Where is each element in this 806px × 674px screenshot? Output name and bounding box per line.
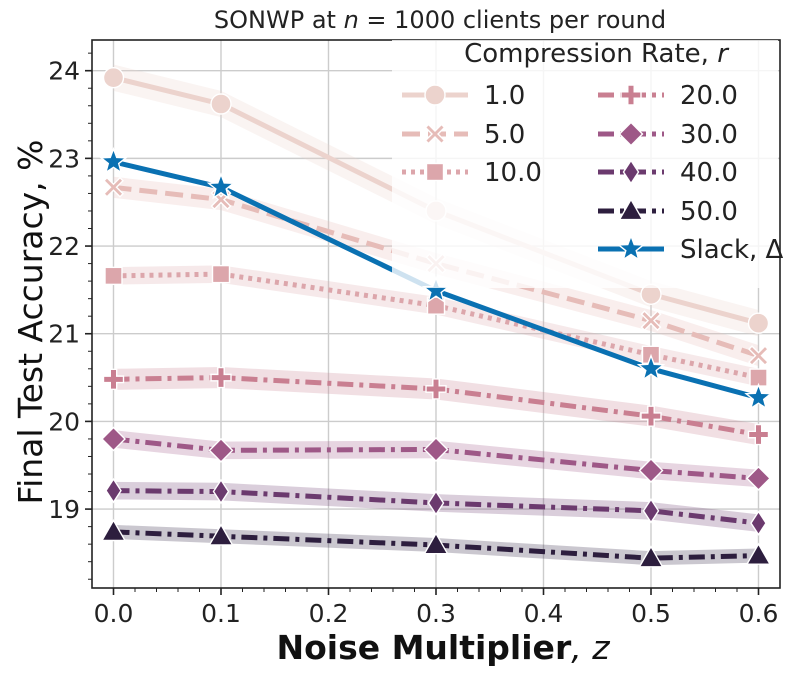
point-series-4 xyxy=(746,465,771,491)
legend-label: 40.0 xyxy=(680,158,738,188)
legend-marker-6 xyxy=(618,198,644,221)
point-series-2 xyxy=(104,266,123,286)
point-series-3 xyxy=(640,405,662,427)
point-series-6 xyxy=(100,518,127,542)
point-series-6 xyxy=(638,545,664,568)
point-series-0 xyxy=(210,93,232,115)
x-axis-label: Noise Multiplier, z xyxy=(276,628,610,667)
point-series-7 xyxy=(206,172,236,200)
point-series-3 xyxy=(747,423,770,446)
point-series-5 xyxy=(427,490,445,516)
axes: 0.0 0.1 0.2 0.3 0.4 0.5 0.6 19 20 21 22 23 24 xyxy=(48,39,781,628)
legend-marker-1 xyxy=(424,123,446,145)
legend-label: 20.0 xyxy=(680,81,738,111)
x-tick-label: 0.5 xyxy=(631,599,671,628)
band-series-3 xyxy=(113,367,759,446)
point-series-3 xyxy=(210,366,232,389)
point-series-1 xyxy=(103,176,124,198)
chart-title: SONWP at n = 1000 clients per round xyxy=(214,6,666,34)
legend: Compression Rate, r 1.0 5.0 10.0 20.0 30.0 40.… xyxy=(392,39,784,288)
x-tick-label: 0.1 xyxy=(201,599,241,628)
band-series-2 xyxy=(113,265,759,387)
legend-label: Slack, Δ xyxy=(680,235,784,265)
legend-label: 10.0 xyxy=(484,158,542,188)
legend-label: 30.0 xyxy=(680,120,738,150)
x-tick-label: 0.4 xyxy=(524,599,564,628)
legend-label: 1.0 xyxy=(484,81,525,111)
legend-box xyxy=(392,40,778,288)
point-series-6 xyxy=(745,542,772,565)
point-series-3 xyxy=(425,378,447,400)
point-series-4 xyxy=(208,437,234,463)
legend-marker-0 xyxy=(424,84,446,106)
x-tick-label: 0.2 xyxy=(309,599,349,628)
point-series-4 xyxy=(638,458,664,483)
point-series-5 xyxy=(212,478,230,505)
point-series-1 xyxy=(640,310,662,332)
legend-label: 50.0 xyxy=(680,197,738,227)
point-series-5 xyxy=(750,510,767,536)
legend-marker-5 xyxy=(622,159,640,185)
point-series-2 xyxy=(426,296,446,315)
point-series-7 xyxy=(99,146,128,175)
point-series-0 xyxy=(747,312,770,334)
y-tick-label: 24 xyxy=(48,57,80,86)
x-tick-label: 0.6 xyxy=(739,599,779,628)
point-series-7 xyxy=(744,382,773,410)
legend-marker-2 xyxy=(425,162,445,182)
point-series-1 xyxy=(748,345,769,367)
point-series-4 xyxy=(101,426,126,452)
legend-label: 5.0 xyxy=(484,120,525,150)
legend-marker-3 xyxy=(620,84,642,106)
point-series-2 xyxy=(211,264,231,284)
point-series-4 xyxy=(423,436,449,462)
legend-marker-7 xyxy=(616,234,646,262)
y-tick-label: 21 xyxy=(48,320,80,349)
y-tick-label: 19 xyxy=(48,495,80,524)
series-markers xyxy=(99,67,773,568)
point-series-6 xyxy=(208,523,234,546)
y-axis-label: Final Test Accuracy, % xyxy=(11,139,50,504)
point-series-5 xyxy=(105,477,122,504)
point-series-5 xyxy=(642,498,660,524)
point-series-0 xyxy=(102,67,125,89)
legend-marker-4 xyxy=(618,121,644,147)
band-series-4 xyxy=(113,430,759,488)
point-series-6 xyxy=(423,532,449,555)
point-series-3 xyxy=(102,368,125,391)
y-tick-label: 23 xyxy=(48,144,80,173)
point-series-7 xyxy=(636,353,666,381)
y-tick-label: 22 xyxy=(48,232,80,261)
legend-title: Compression Rate, r xyxy=(464,39,730,69)
y-tick-label: 20 xyxy=(48,407,80,436)
x-tick-label: 0.3 xyxy=(416,599,456,628)
x-tick-label: 0.0 xyxy=(94,599,134,628)
